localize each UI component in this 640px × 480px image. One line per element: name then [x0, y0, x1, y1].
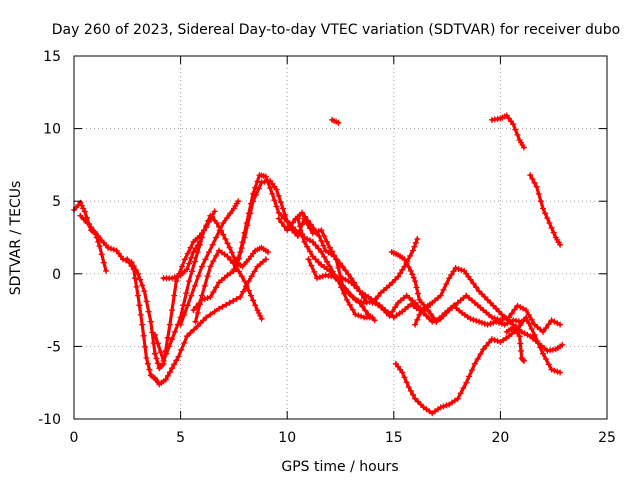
series-markers: [412, 304, 431, 328]
series-arc-6: [177, 198, 242, 328]
plot-frame: [73, 55, 608, 420]
x-axis-label: GPS time / hours: [281, 459, 398, 475]
series-markers: [305, 256, 370, 305]
series-arc-1: [71, 199, 109, 274]
x-tick-label: 15: [385, 430, 403, 446]
y-axis-label: SDTVAR / TECUs: [8, 181, 24, 296]
y-tick-label: 10: [43, 122, 61, 138]
grid-lines: [74, 56, 607, 419]
y-tick-label: -10: [38, 412, 61, 428]
series-trace: [528, 173, 562, 247]
series-arc-12: [305, 256, 370, 305]
series-arc-18: [488, 112, 527, 151]
series-markers: [388, 249, 566, 354]
y-tick-label: 15: [43, 49, 61, 65]
series-markers: [503, 324, 527, 364]
x-tick-label: 5: [176, 430, 185, 446]
series-trace: [193, 249, 264, 324]
series-trace: [390, 250, 564, 353]
data-series: [71, 112, 566, 417]
x-tick-label: 20: [491, 430, 509, 446]
series-trace: [394, 315, 562, 415]
series-trace: [277, 211, 524, 327]
series-markers: [527, 172, 564, 248]
series-arc-3: [124, 256, 269, 388]
series-arc-17: [412, 304, 431, 328]
series-markers: [152, 212, 271, 364]
series-trace: [125, 257, 268, 386]
series-arc-20: [527, 172, 564, 248]
series-markers: [329, 116, 342, 126]
chart-title: Day 260 of 2023, Sidereal Day-to-day VTE…: [52, 22, 620, 38]
series-arc-4: [160, 238, 203, 282]
series-arc-5: [152, 212, 271, 364]
series-arc-14: [369, 236, 421, 306]
series-markers: [369, 236, 421, 306]
y-tick-label: 0: [52, 267, 61, 283]
series-arc-19: [503, 324, 527, 364]
series-arc-16: [392, 314, 564, 417]
x-tick-label: 25: [598, 430, 616, 446]
series-markers: [124, 256, 269, 388]
series-markers: [294, 215, 376, 321]
axis-ticks: 0 5 10 15 20 25 -10 -5 0 5 10 15: [38, 49, 616, 446]
series-trace: [72, 201, 108, 273]
series-arc-15: [388, 249, 566, 354]
x-tick-label: 10: [278, 430, 296, 446]
series-markers: [488, 112, 527, 151]
series-markers: [177, 198, 242, 328]
series-arc-9: [230, 172, 564, 335]
y-tick-label: -5: [47, 339, 61, 355]
series-markers: [71, 199, 109, 274]
series-markers: [392, 314, 564, 417]
y-tick-label: 5: [52, 194, 61, 210]
series-arc-10: [275, 209, 525, 328]
x-tick-label: 0: [70, 430, 79, 446]
series-arc-13: [329, 116, 342, 126]
